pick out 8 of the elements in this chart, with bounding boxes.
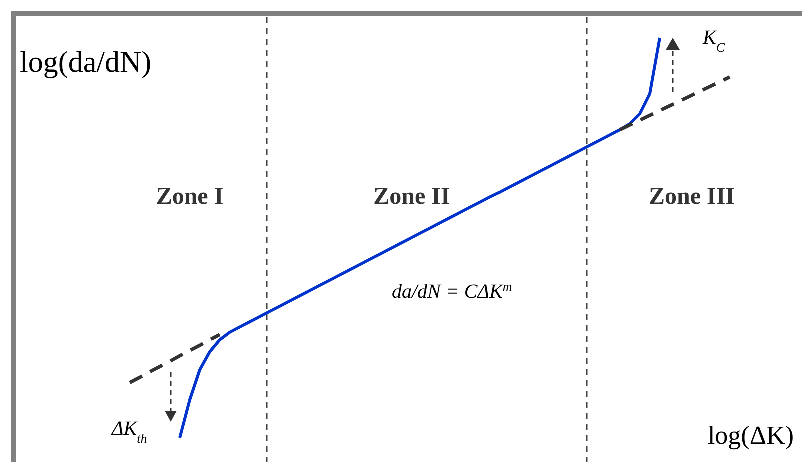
annotation: da/dN = CΔK$^{m}$ bbox=[392, 278, 512, 303]
annotation: Zone I bbox=[156, 184, 224, 210]
y-axis-title: log(da/dN) bbox=[20, 46, 152, 79]
annotation: Zone II bbox=[374, 184, 450, 210]
annotation: K$_{C}$ bbox=[702, 27, 726, 54]
x-axis-title: log(ΔK) bbox=[708, 421, 794, 450]
annotation: Zone III bbox=[648, 184, 736, 210]
annotation: ΔK$_{th}$ bbox=[111, 418, 148, 446]
